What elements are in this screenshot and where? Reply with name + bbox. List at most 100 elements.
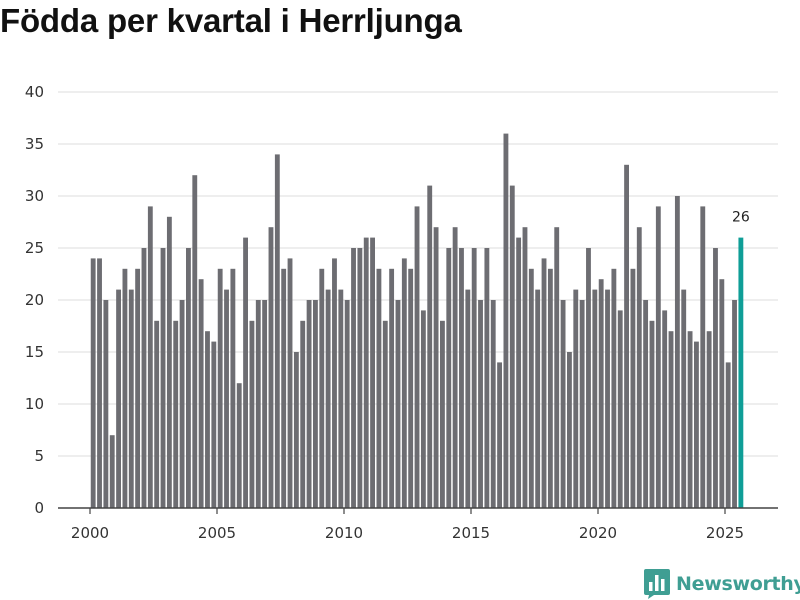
bar	[687, 331, 693, 508]
bar	[541, 258, 547, 508]
bar	[452, 227, 458, 508]
bar	[579, 300, 585, 508]
bar	[490, 300, 496, 508]
bar	[274, 154, 280, 508]
bar	[268, 227, 274, 508]
bar	[357, 248, 363, 508]
x-tick-label: 2015	[452, 524, 490, 542]
bar	[186, 248, 191, 508]
bar	[440, 320, 445, 508]
bar	[287, 258, 293, 508]
bar	[179, 300, 185, 508]
bar	[389, 268, 395, 508]
bar	[560, 300, 566, 508]
x-tick-label: 2020	[579, 524, 617, 542]
bar	[363, 237, 369, 508]
bar	[224, 289, 229, 508]
bar	[243, 237, 248, 508]
bar	[433, 227, 439, 508]
bar	[249, 320, 255, 508]
bar	[395, 300, 401, 508]
bar	[293, 352, 299, 508]
bar	[313, 300, 318, 508]
chart-title: Födda per kvartal i Herrljunga	[0, 2, 462, 39]
bar	[427, 185, 433, 508]
bar	[192, 175, 198, 508]
data-label: 26	[732, 210, 750, 226]
bar	[694, 341, 699, 508]
bar-chart-logo-icon	[644, 569, 670, 599]
bar	[719, 279, 725, 508]
bar	[630, 268, 636, 508]
bar	[166, 216, 172, 509]
bar	[674, 196, 680, 508]
bar	[516, 237, 522, 508]
bar	[713, 248, 718, 508]
bar	[465, 289, 471, 508]
bar	[255, 300, 261, 508]
bar	[605, 289, 610, 508]
bar	[586, 248, 591, 508]
x-tick-label: 2005	[198, 524, 236, 542]
bar	[547, 268, 553, 508]
bar	[528, 268, 534, 508]
bar	[160, 248, 166, 508]
bar	[700, 206, 706, 508]
bar	[90, 258, 96, 508]
bar	[446, 248, 452, 508]
x-tick-label: 2025	[706, 524, 744, 542]
bar	[414, 206, 420, 508]
bar	[535, 289, 541, 508]
bar	[382, 320, 388, 508]
y-tick-label: 0	[34, 499, 44, 517]
bar	[325, 289, 331, 508]
y-tick-label: 20	[25, 291, 44, 309]
bar	[624, 164, 629, 509]
bar	[662, 310, 668, 508]
bar	[122, 268, 128, 508]
bar	[338, 289, 344, 508]
y-tick-label: 35	[25, 135, 44, 153]
bar	[598, 279, 604, 508]
bar	[497, 362, 502, 508]
bar	[135, 268, 141, 508]
bar	[236, 383, 242, 508]
bar	[370, 237, 375, 508]
bar	[116, 289, 121, 508]
bar	[103, 300, 109, 508]
bar	[420, 310, 426, 508]
bar	[109, 435, 115, 508]
bar	[655, 206, 661, 508]
bar	[376, 268, 382, 508]
bar	[344, 300, 350, 508]
bar	[554, 227, 560, 508]
bar	[509, 185, 515, 508]
bar	[217, 268, 223, 508]
bar	[643, 300, 649, 508]
bar	[351, 248, 356, 508]
bar	[681, 289, 687, 508]
bar	[306, 300, 312, 508]
bar	[636, 227, 642, 508]
bar	[459, 248, 464, 508]
bar	[198, 279, 204, 508]
bar	[706, 331, 712, 508]
bar	[668, 331, 674, 508]
bar	[649, 320, 655, 508]
bar	[147, 206, 153, 508]
y-tick-label: 40	[25, 83, 44, 101]
bar	[408, 268, 414, 508]
bar	[319, 268, 325, 508]
x-tick-label: 2000	[71, 524, 109, 542]
y-tick-label: 10	[25, 395, 44, 413]
bar	[592, 289, 598, 508]
bar	[205, 331, 210, 508]
bar	[332, 258, 337, 508]
y-tick-label: 30	[25, 187, 44, 205]
bar	[154, 320, 160, 508]
bar	[617, 310, 623, 508]
bar-highlight	[738, 237, 744, 508]
bar	[300, 320, 306, 508]
bar	[262, 300, 268, 508]
